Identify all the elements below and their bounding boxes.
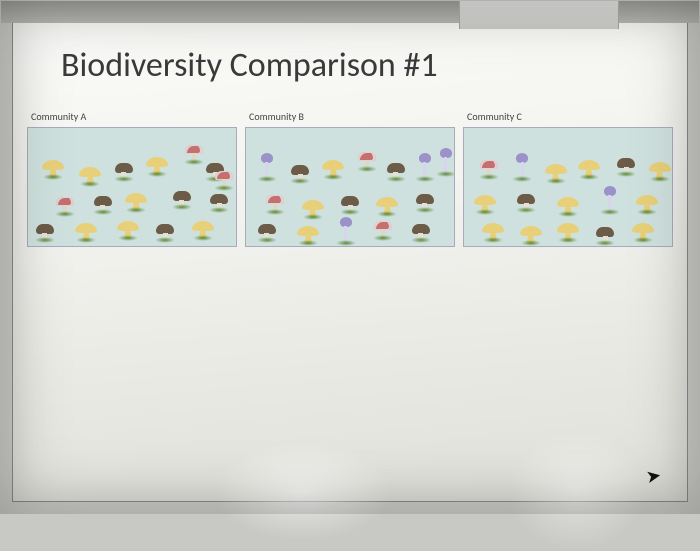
community-panels: Community A Community B Community C — [13, 110, 687, 247]
community-label: Community A — [27, 110, 237, 123]
yellow-chanterelle-icon — [636, 195, 658, 213]
brown-mushroom-icon — [115, 163, 133, 180]
community-label: Community B — [245, 110, 455, 123]
brown-mushroom-icon — [156, 224, 174, 241]
red-mushroom-icon — [374, 221, 392, 239]
red-mushroom-icon — [56, 197, 74, 215]
brown-mushroom-icon — [258, 224, 276, 241]
brown-mushroom-icon — [517, 194, 535, 211]
brown-mushroom-icon — [173, 191, 191, 208]
purple-mushroom-icon — [340, 217, 352, 244]
slide-frame: Biodiversity Comparison #1 Community ACo… — [12, 16, 688, 502]
yellow-chanterelle-icon — [557, 223, 579, 241]
community-illustration — [245, 127, 455, 247]
brown-mushroom-icon — [596, 227, 614, 244]
yellow-chanterelle-icon — [117, 221, 139, 239]
purple-mushroom-icon — [419, 153, 431, 180]
yellow-chanterelle-icon — [192, 221, 214, 239]
yellow-chanterelle-icon — [75, 223, 97, 241]
yellow-chanterelle-icon — [146, 157, 168, 175]
yellow-chanterelle-icon — [297, 226, 319, 244]
yellow-chanterelle-icon — [557, 197, 579, 215]
yellow-chanterelle-icon — [322, 160, 344, 178]
brown-mushroom-icon — [341, 196, 359, 213]
community-label: Community C — [463, 110, 673, 123]
community-panel: Community A — [27, 110, 237, 247]
window-tab-gap — [459, 1, 619, 29]
purple-mushroom-icon — [516, 153, 528, 180]
screen-glare — [507, 431, 647, 551]
screen-glare — [213, 441, 393, 541]
yellow-chanterelle-icon — [302, 200, 324, 218]
brown-mushroom-icon — [412, 224, 430, 241]
yellow-chanterelle-icon — [578, 160, 600, 178]
yellow-chanterelle-icon — [632, 223, 654, 241]
brown-mushroom-icon — [617, 158, 635, 175]
red-mushroom-icon — [358, 152, 376, 170]
yellow-chanterelle-icon — [474, 195, 496, 213]
brown-mushroom-icon — [387, 163, 405, 180]
yellow-chanterelle-icon — [482, 223, 504, 241]
purple-mushroom-icon — [440, 148, 452, 175]
red-mushroom-icon — [480, 160, 498, 178]
yellow-chanterelle-icon — [79, 167, 101, 185]
slide-title: Biodiversity Comparison #1 — [13, 17, 687, 110]
red-mushroom-icon — [185, 145, 203, 163]
brown-mushroom-icon — [94, 196, 112, 213]
red-mushroom-icon — [266, 195, 284, 213]
community-illustration — [27, 127, 237, 247]
community-illustration — [463, 127, 673, 247]
community-panel: Community C — [463, 110, 673, 247]
red-mushroom-icon — [215, 171, 233, 189]
yellow-chanterelle-icon — [520, 226, 542, 244]
yellow-chanterelle-icon — [42, 160, 64, 178]
window-top-bar — [1, 1, 699, 23]
yellow-chanterelle-icon — [545, 164, 567, 182]
purple-mushroom-icon — [261, 153, 273, 180]
brown-mushroom-icon — [291, 165, 309, 182]
purple-mushroom-icon — [604, 186, 616, 213]
yellow-chanterelle-icon — [376, 197, 398, 215]
yellow-chanterelle-icon — [649, 162, 671, 180]
yellow-chanterelle-icon — [125, 193, 147, 211]
cursor-icon: ➤ — [644, 464, 663, 488]
brown-mushroom-icon — [36, 224, 54, 241]
brown-mushroom-icon — [416, 194, 434, 211]
brown-mushroom-icon — [210, 194, 228, 211]
community-panel: Community B — [245, 110, 455, 247]
